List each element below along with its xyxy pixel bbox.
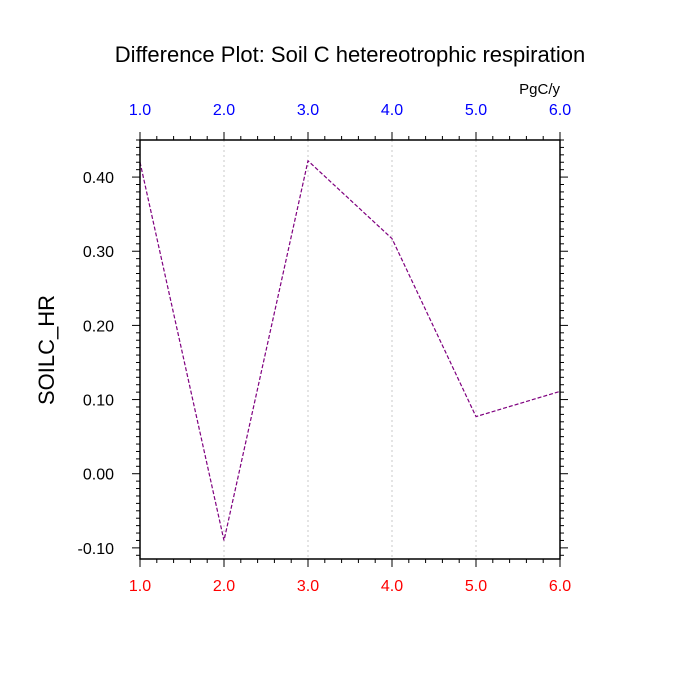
x-tick-label-top: 2.0 (213, 102, 235, 119)
plot-frame (139, 139, 561, 560)
series-line (139, 159, 561, 541)
units-label: PgC/y (519, 81, 560, 98)
y-tick-label: 0.40 (83, 170, 114, 187)
y-tick-label: 0.00 (83, 467, 114, 484)
x-tick-label-top: 1.0 (129, 102, 151, 119)
x-tick-label-top: 6.0 (549, 102, 571, 119)
x-tick-label-top: 4.0 (381, 102, 403, 119)
x-tick-label-bottom: 3.0 (297, 578, 319, 595)
series-group (139, 159, 561, 541)
y-tick-label: 0.10 (83, 393, 114, 410)
x-tick-label-bottom: 6.0 (549, 578, 571, 595)
x-tick-label-bottom: 5.0 (465, 578, 487, 595)
x-tick-label-bottom: 2.0 (213, 578, 235, 595)
x-tick-label-top: 3.0 (297, 102, 319, 119)
x-tick-label-bottom: 1.0 (129, 578, 151, 595)
y-axis-label: SOILC_HR (34, 295, 59, 405)
x-tick-label-bottom: 4.0 (381, 578, 403, 595)
y-tick-label: -0.10 (78, 541, 115, 558)
chart-title: Difference Plot: Soil C hetereotrophic r… (115, 42, 585, 67)
y-tick-label: 0.20 (83, 318, 114, 335)
axes (132, 132, 568, 567)
y-tick-label: 0.30 (83, 244, 114, 261)
tick-labels: 1.0 1.0 2.0 2.0 3.0 3.0 4.0 4.0 5.0 5.0 6.0 6.0 -0.1… (78, 102, 572, 595)
x-tick-label-top: 5.0 (465, 102, 487, 119)
grid (223, 140, 477, 559)
